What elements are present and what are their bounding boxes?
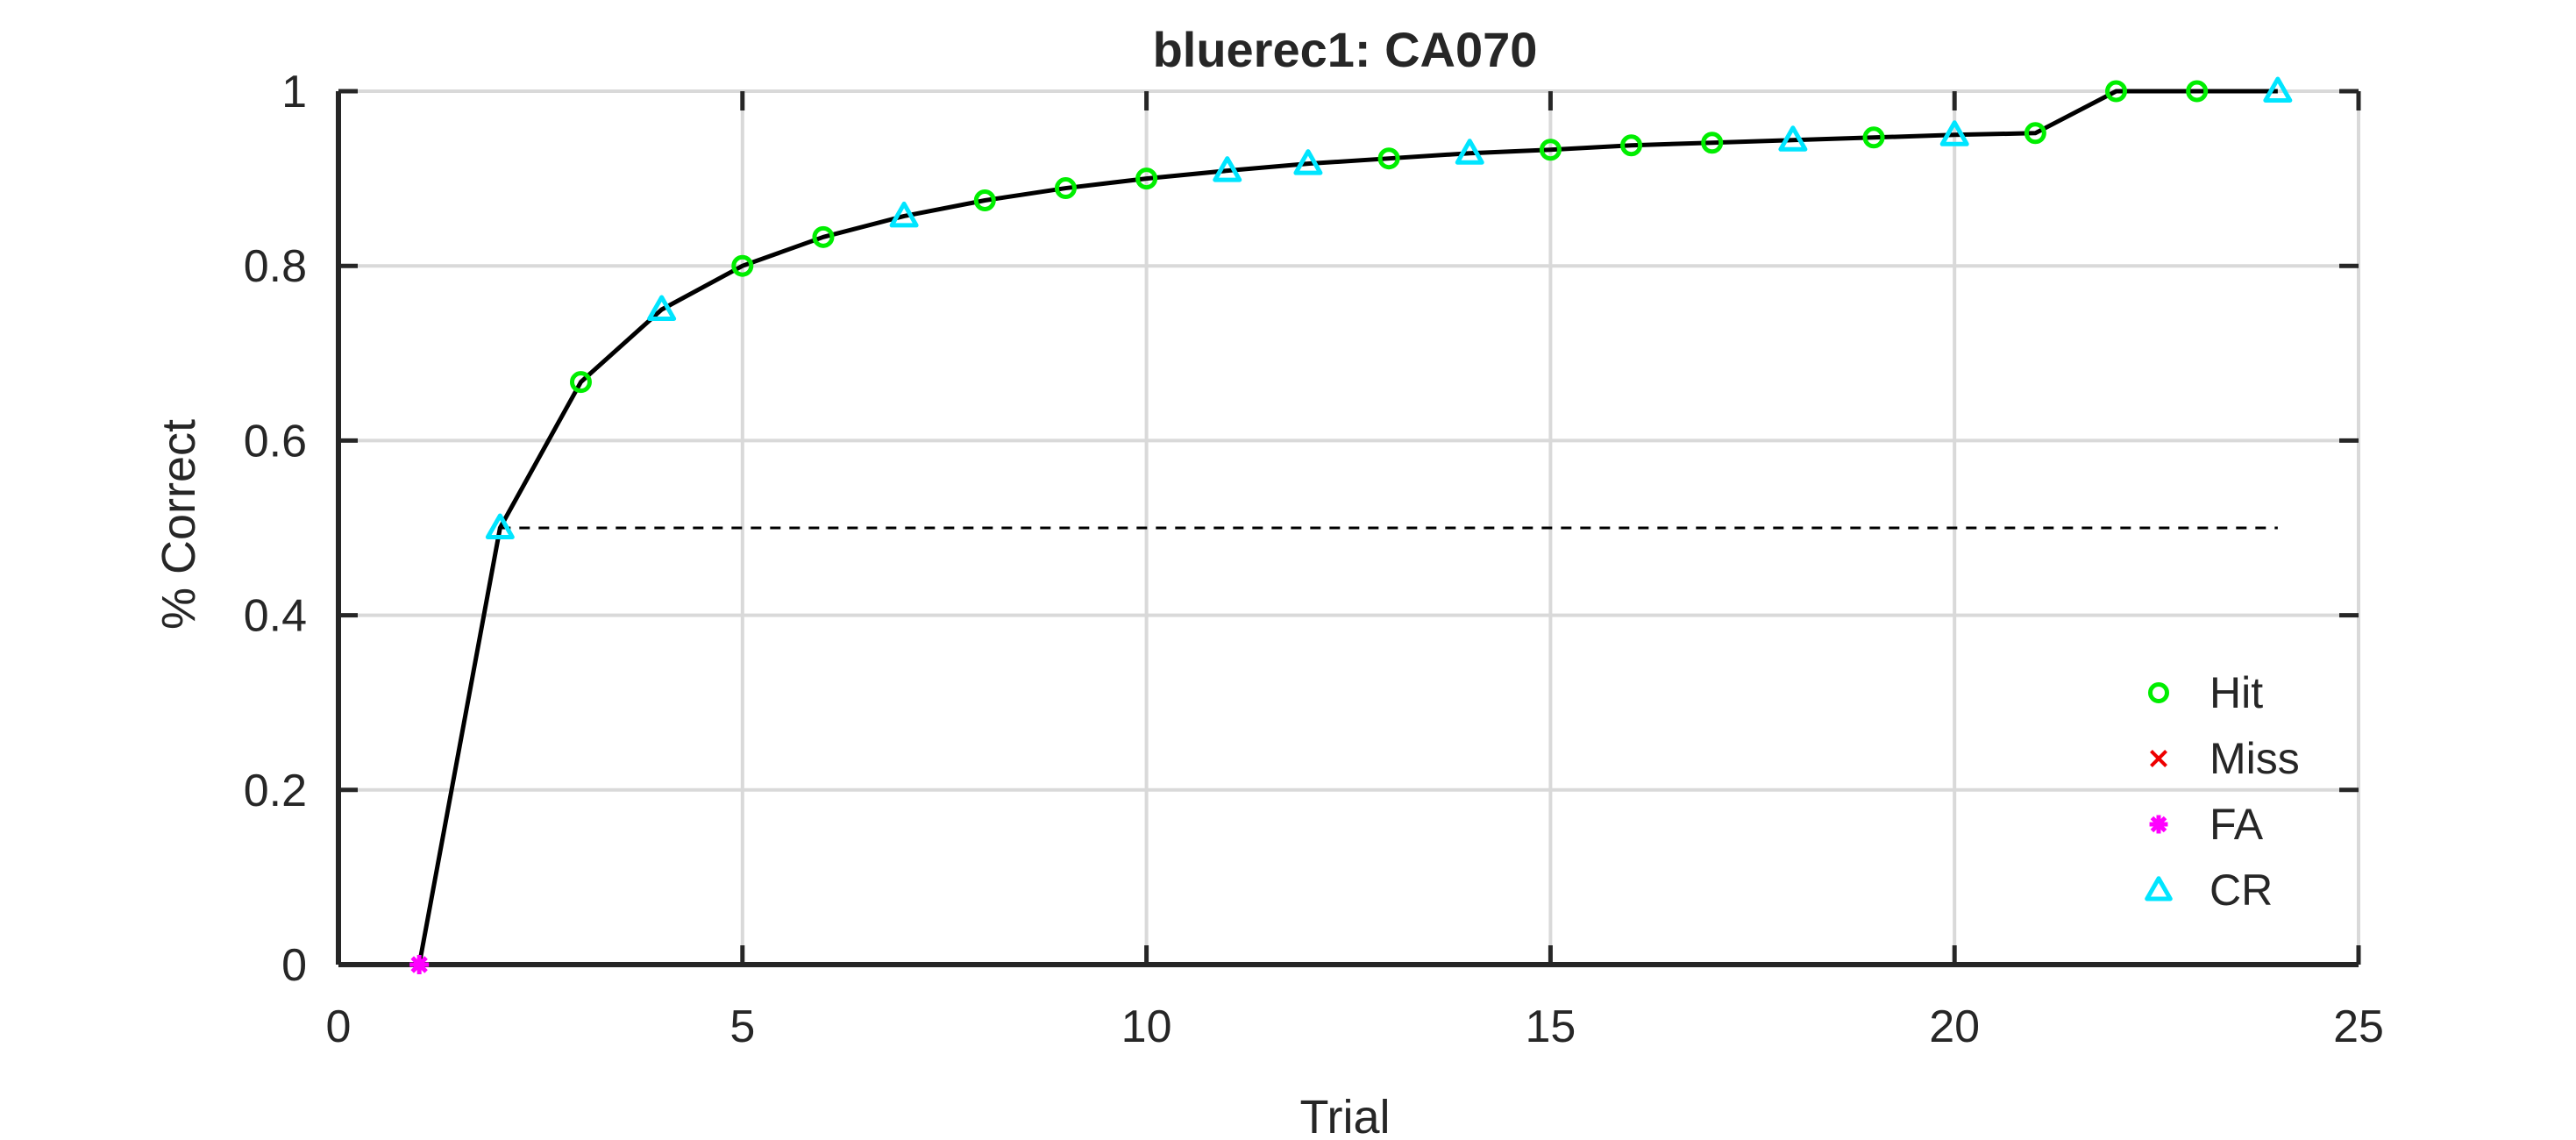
y-tick-label: 1 <box>281 67 307 118</box>
legend-cr-label: CR <box>2210 866 2273 915</box>
legend: Hit Miss FA CR <box>2145 668 2300 915</box>
y-tick-label: 0.4 <box>244 591 307 642</box>
cr-marker <box>647 295 677 321</box>
hit-marker <box>1377 147 1400 170</box>
hit-marker <box>812 225 835 248</box>
cr-marker <box>485 513 515 539</box>
hit-marker <box>2186 80 2209 103</box>
hit-marker <box>569 371 592 394</box>
series-line-group <box>416 89 2278 965</box>
fa-marker <box>409 955 430 974</box>
y-tick-label: 0.6 <box>244 416 307 467</box>
hit-marker <box>1862 126 1885 149</box>
cr-marker <box>1455 139 1484 165</box>
hit-marker <box>1539 139 1562 161</box>
cr-marker <box>1213 156 1242 182</box>
legend-fa-label: FA <box>2210 800 2264 849</box>
hit-marker <box>1054 177 1077 200</box>
x-tick-label: 20 <box>1929 1001 1980 1052</box>
markers <box>409 76 2293 974</box>
hit-marker <box>1620 134 1643 157</box>
hit-marker <box>1701 132 1724 154</box>
y-axis-label: % Correct <box>153 419 205 630</box>
x-tick-label: 15 <box>1525 1001 1576 1052</box>
hit-marker <box>2105 80 2128 103</box>
series-line <box>416 89 2278 965</box>
legend-hit-marker <box>2148 682 2169 703</box>
axes <box>336 89 2361 967</box>
legend-hit-label: Hit <box>2210 668 2263 717</box>
cr-marker <box>1293 149 1323 175</box>
x-tick-label: 10 <box>1121 1001 1172 1052</box>
x-tick-label: 5 <box>729 1001 755 1052</box>
y-tick-label: 0 <box>281 940 307 991</box>
legend-miss-label: Miss <box>2210 734 2300 783</box>
legend-miss-marker <box>2150 750 2167 767</box>
cr-marker <box>1939 120 1969 146</box>
hit-marker <box>2024 122 2046 145</box>
chart-title: bluerec1: CA070 <box>1153 22 1538 77</box>
y-tick-label: 0.2 <box>244 766 307 816</box>
x-axis-label: Trial <box>1300 1091 1391 1140</box>
hit-marker <box>973 189 996 211</box>
cr-marker <box>1778 125 1808 152</box>
cr-marker <box>2263 76 2293 103</box>
cr-marker <box>889 201 919 228</box>
hit-marker <box>1135 167 1158 190</box>
x-tick-label: 25 <box>2333 1001 2384 1052</box>
y-tick-label: 0.8 <box>244 241 307 292</box>
x-tick-label: 0 <box>326 1001 352 1052</box>
hit-marker <box>731 254 754 277</box>
legend-fa-marker <box>2149 815 2168 834</box>
tick-labels: 0 5 10 15 20 25 0 0.2 0.4 0.6 0.8 1 <box>244 67 2384 1052</box>
legend-cr-marker <box>2145 876 2173 901</box>
